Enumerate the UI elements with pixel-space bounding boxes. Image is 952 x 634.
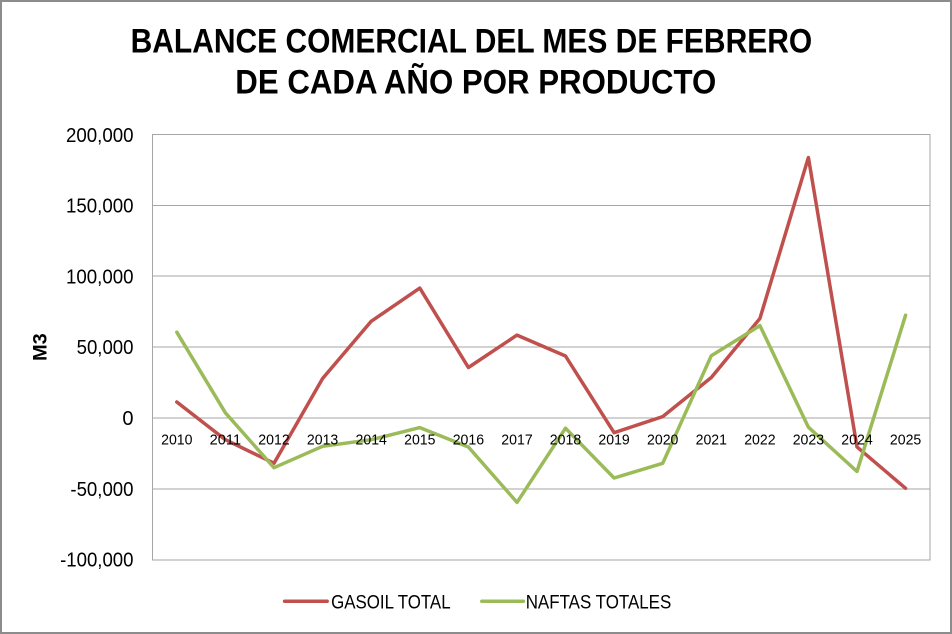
svg-text:2022: 2022 [744, 432, 775, 448]
svg-text:2021: 2021 [696, 432, 727, 448]
svg-text:2016: 2016 [453, 432, 484, 448]
svg-text:2023: 2023 [793, 432, 824, 448]
svg-text:-50,000: -50,000 [70, 479, 133, 501]
svg-text:2024: 2024 [841, 432, 872, 448]
svg-text:2025: 2025 [890, 432, 921, 448]
svg-text:50,000: 50,000 [77, 337, 134, 359]
svg-text:2015: 2015 [404, 432, 435, 448]
svg-text:2012: 2012 [258, 432, 289, 448]
svg-text:2014: 2014 [356, 432, 387, 448]
svg-text:2018: 2018 [550, 432, 581, 448]
svg-text:200,000: 200,000 [66, 125, 134, 147]
svg-text:GASOIL TOTAL: GASOIL TOTAL [331, 593, 451, 614]
svg-text:BALANCE COMERCIAL DEL MES DE F: BALANCE COMERCIAL DEL MES DE FEBRERO [131, 23, 813, 61]
svg-text:2011: 2011 [210, 432, 241, 448]
svg-text:-100,000: -100,000 [60, 550, 133, 572]
svg-text:2019: 2019 [598, 432, 629, 448]
svg-text:M3: M3 [31, 333, 52, 361]
svg-text:0: 0 [122, 408, 133, 430]
svg-text:2017: 2017 [501, 432, 532, 448]
svg-text:150,000: 150,000 [66, 196, 134, 218]
svg-text:100,000: 100,000 [66, 266, 134, 288]
svg-text:2020: 2020 [647, 432, 678, 448]
svg-text:DE CADA AÑO POR PRODUCTO: DE CADA AÑO POR PRODUCTO [235, 64, 716, 102]
svg-text:2013: 2013 [307, 432, 338, 448]
svg-text:NAFTAS TOTALES: NAFTAS TOTALES [526, 593, 672, 614]
svg-text:2010: 2010 [161, 432, 192, 448]
